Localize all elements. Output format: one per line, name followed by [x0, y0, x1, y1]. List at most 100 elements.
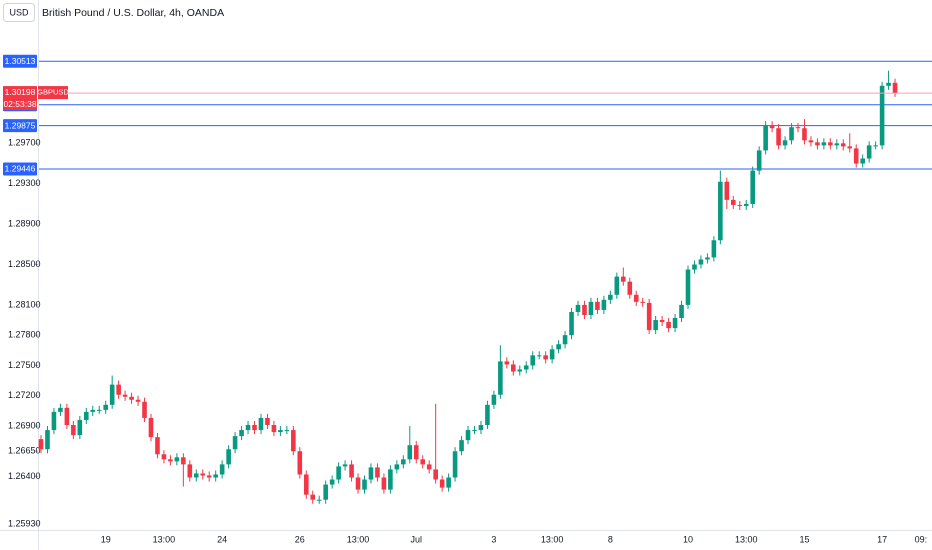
candle-body [368, 467, 374, 480]
candle-body [666, 322, 671, 329]
candle-body [750, 170, 755, 204]
candle-body [155, 437, 160, 455]
candle-body [730, 199, 736, 205]
x-tick-label: 8 [608, 534, 613, 544]
candle-body [763, 125, 768, 151]
candle-body [517, 369, 523, 372]
y-tick-label: 1.27200 [8, 390, 41, 400]
candle-body [96, 409, 102, 411]
candle-body [478, 425, 484, 431]
candle-body [407, 445, 413, 460]
x-tick-label: 09: [915, 534, 928, 544]
candle-body [193, 473, 199, 478]
x-tick-label: 13:00 [153, 534, 176, 544]
y-tick-label: 1.27500 [8, 360, 41, 370]
candle-body [51, 411, 57, 431]
candle-body [504, 361, 510, 365]
candle-body [640, 301, 646, 303]
x-tick-label: 13:00 [541, 534, 564, 544]
candle-body [38, 439, 44, 450]
candle-body [71, 425, 76, 436]
level-label-box [3, 162, 37, 176]
candle-body [789, 127, 794, 141]
candle-body [562, 335, 568, 345]
candle-body [446, 477, 451, 488]
candle-body [83, 411, 89, 420]
candle-body [342, 464, 348, 467]
candle-body [511, 364, 516, 372]
candle-body [653, 320, 658, 331]
x-tick-label: 13:00 [735, 534, 758, 544]
candle-body [103, 404, 108, 410]
countdown-box [3, 99, 37, 111]
candle-body [426, 464, 432, 470]
candle-body [523, 365, 529, 370]
candle-body [879, 85, 885, 146]
candle-body [206, 475, 212, 478]
candle-body [743, 203, 749, 206]
candle-body [459, 440, 464, 452]
candle-body [795, 127, 801, 129]
candle-body [148, 417, 154, 438]
candle-body [679, 304, 684, 318]
currency-label: USD [9, 7, 29, 17]
candle-body [621, 276, 626, 282]
candle-body [737, 204, 743, 206]
y-tick-label: 1.29300 [8, 178, 41, 188]
candle-body [168, 459, 173, 462]
candle-body [116, 384, 121, 395]
symbol-label: GBPUSD [37, 88, 69, 97]
candle-body [90, 409, 96, 412]
candle-body [187, 464, 193, 478]
candle-body [181, 457, 186, 465]
candle-body [401, 459, 406, 465]
candle-body [77, 419, 83, 436]
x-tick-label: 10 [683, 534, 693, 544]
level-label: 1.30513 [5, 56, 36, 66]
candle-body [860, 158, 865, 164]
candle-body [303, 474, 309, 495]
candle-body [472, 430, 477, 432]
candle-body [491, 394, 497, 405]
candle-body [355, 477, 361, 490]
candle-body [498, 361, 503, 395]
candle-body [718, 181, 723, 241]
x-tick-label: 13:00 [347, 534, 370, 544]
level-label-box [3, 119, 37, 133]
candle-body [549, 349, 555, 360]
candle-body [265, 417, 270, 426]
candle-body [271, 425, 277, 433]
candle-body [627, 281, 633, 295]
candle-body [873, 145, 878, 147]
candle-body [646, 302, 652, 331]
candle-body [258, 417, 264, 431]
last-price-label: 1.30198 [5, 87, 36, 97]
candle-body [439, 479, 445, 488]
candle-body [297, 451, 303, 475]
candle-body [388, 469, 393, 490]
last-price-box [3, 86, 37, 100]
candle-body [711, 240, 717, 258]
candle-body [245, 425, 251, 431]
y-tick-label: 1.26650 [8, 446, 41, 456]
candle-body [853, 148, 859, 164]
currency-button[interactable] [3, 3, 35, 22]
candle-body [161, 454, 167, 460]
candle-body [601, 299, 607, 310]
x-tick-label: 15 [799, 534, 809, 544]
candle-body [64, 407, 70, 426]
candle-body [413, 445, 419, 460]
candle-body [698, 259, 704, 265]
candle-body [394, 464, 400, 470]
y-tick-label: 1.27800 [8, 330, 41, 340]
candle-body [329, 479, 335, 485]
candle-body [142, 401, 147, 418]
candle-body [802, 128, 807, 141]
candle-body [465, 430, 471, 441]
candle-body [685, 269, 691, 305]
candle-body [323, 484, 328, 500]
candle-body [886, 82, 891, 86]
candle-body [808, 140, 814, 143]
candle-body [174, 457, 180, 462]
